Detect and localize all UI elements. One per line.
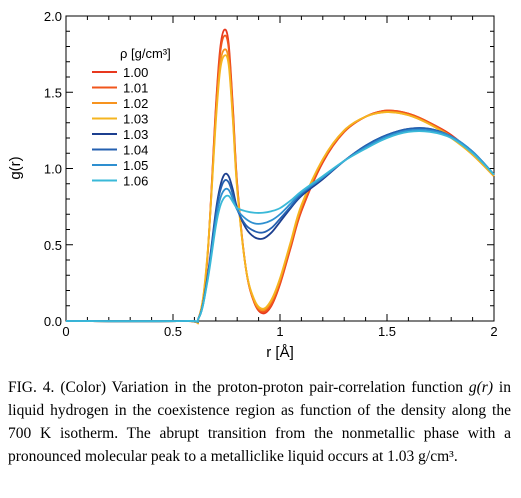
legend-label: 1.00 bbox=[123, 65, 148, 80]
series-line-7 bbox=[65, 130, 495, 323]
y-tick-label: 1.0 bbox=[44, 162, 62, 177]
x-axis-label: r [Å] bbox=[266, 344, 294, 361]
legend-label: 1.06 bbox=[123, 174, 148, 189]
y-tick-label: 0.5 bbox=[44, 238, 62, 253]
series-line-3 bbox=[65, 54, 495, 325]
caption-part-2: in liquid hydrogen in the coexistence re… bbox=[8, 379, 511, 465]
series-line-6 bbox=[65, 128, 495, 323]
series-group bbox=[65, 28, 495, 325]
x-tick-label: 0 bbox=[62, 324, 69, 339]
y-tick-label: 0.0 bbox=[44, 314, 62, 329]
pair-correlation-chart: 0 0.5 1 1.5 20.00.51.01.52.0 ρ [g/cm³] 1.001… bbox=[7, 9, 498, 361]
y-axis-label: g(r) bbox=[7, 156, 24, 179]
legend-label: 1.03 bbox=[123, 112, 148, 127]
legend-label: 1.04 bbox=[123, 143, 148, 158]
x-tick-label: 0.5 bbox=[164, 324, 182, 339]
y-tick-label: 2.0 bbox=[44, 9, 62, 24]
x-tick-label: 2 bbox=[490, 324, 497, 339]
y-tick-label: 1.5 bbox=[44, 85, 62, 100]
caption-part-1: FIG. 4. (Color) Variation in the proton-… bbox=[8, 379, 469, 396]
legend: ρ [g/cm³] 1.001.011.021.031.031.041.051.… bbox=[92, 46, 171, 189]
legend-label: 1.05 bbox=[123, 158, 148, 173]
legend-label: 1.03 bbox=[123, 127, 148, 142]
x-tick-label: 1.5 bbox=[378, 324, 396, 339]
legend-title: ρ [g/cm³] bbox=[120, 46, 171, 61]
legend-label: 1.02 bbox=[123, 96, 148, 111]
axis-ticks: 0 0.5 1 1.5 2 0.0 0.5 1.0 1.5 2.0 bbox=[44, 9, 498, 339]
figure-caption: FIG. 4. (Color) Variation in the proton-… bbox=[8, 376, 511, 468]
x-tick-label: 1 bbox=[276, 324, 283, 339]
caption-function-symbol: g(r) bbox=[468, 379, 493, 396]
legend-label: 1.01 bbox=[123, 81, 148, 96]
